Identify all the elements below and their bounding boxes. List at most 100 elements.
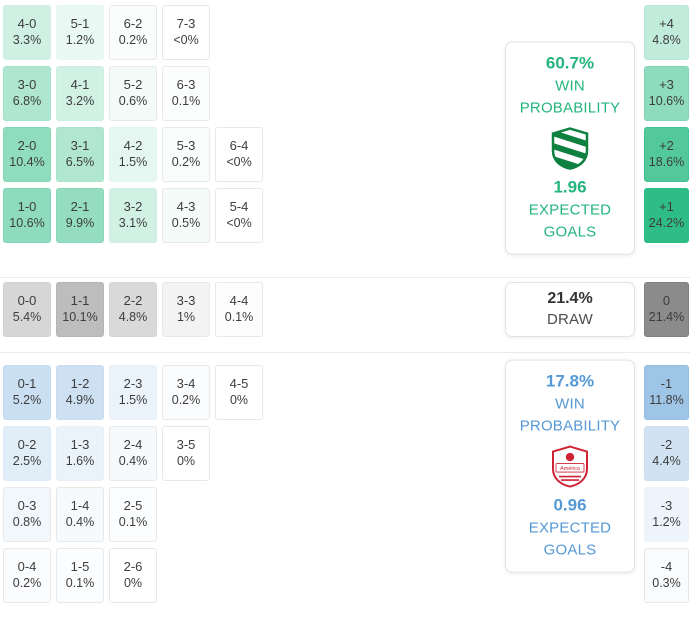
home-team-logo	[550, 127, 590, 171]
away-win-section: 0-1 5.2% 1-2 4.9% 2-3 1.5% 3-4 0.2% 4-5 0% 0-2 2.5%…	[0, 352, 690, 603]
goal-margin-label: +1	[659, 199, 674, 215]
home-score-cell: 5-4 <0%	[215, 188, 263, 243]
score-label: 2-2	[123, 293, 143, 309]
score-label: 1-0	[17, 199, 37, 215]
draw-score-grid: 0-0 5.4% 1-1 10.1% 2-2 4.8% 3-3 1% 4-4 0.1%	[0, 282, 265, 337]
home-score-cell: 6-4 <0%	[215, 127, 263, 182]
score-label: 1-5	[70, 559, 90, 575]
home-score-row: 3-0 6.8% 4-1 3.2% 5-2 0.6% 6-3 0.1%	[3, 66, 265, 121]
probability-label: 24.2%	[648, 216, 685, 231]
away-score-cell: 2-4 0.4%	[109, 426, 157, 481]
score-label: 2-5	[123, 498, 143, 514]
away-margin-cell: -3 1.2%	[644, 487, 689, 542]
away-margin-column: -1 11.8% -2 4.4% -3 1.2% -4 0.3%	[644, 365, 689, 603]
probability-label: 0.4%	[65, 515, 95, 530]
probability-label: 0.2%	[171, 155, 201, 170]
score-label: 6-3	[176, 77, 196, 93]
home-margin-cell: +4 4.8%	[644, 5, 689, 60]
away-score-cell: 4-5 0%	[215, 365, 263, 420]
draw-score-row: 0-0 5.4% 1-1 10.1% 2-2 4.8% 3-3 1% 4-4 0.1%	[3, 282, 265, 337]
draw-score-cell: 0-0 5.4%	[3, 282, 51, 337]
away-score-cell: 0-2 2.5%	[3, 426, 51, 481]
probability-label: 4.9%	[65, 393, 95, 408]
probability-label: 0.2%	[12, 576, 42, 591]
probability-label: 6.5%	[65, 155, 95, 170]
probability-label: 0.2%	[118, 33, 148, 48]
draw-score-cell: 1-1 10.1%	[56, 282, 104, 337]
score-label: 4-4	[229, 293, 249, 309]
home-margin-cell: +1 24.2%	[644, 188, 689, 243]
draw-score-cell: 2-2 4.8%	[109, 282, 157, 337]
probability-label: 0.6%	[118, 94, 148, 109]
away-win-caption-line1: WIN	[555, 395, 585, 413]
score-label: 4-5	[229, 376, 249, 392]
probability-label: 4.4%	[652, 454, 681, 469]
score-label: 7-3	[176, 16, 196, 32]
away-win-caption-line2: PROBABILITY	[519, 417, 621, 435]
score-label: 5-3	[176, 138, 196, 154]
score-label: 1-4	[70, 498, 90, 514]
score-label: 3-1	[70, 138, 90, 154]
home-xg-caption-line2: GOALS	[543, 223, 597, 241]
probability-label: 3.3%	[12, 33, 42, 48]
score-label: 3-3	[176, 293, 196, 309]
probability-label: 0.1%	[65, 576, 95, 591]
score-label: 2-3	[123, 376, 143, 392]
score-label: 3-2	[123, 199, 143, 215]
home-margin-column: +4 4.8% +3 10.6% +2 18.6% +1 24.2%	[644, 5, 689, 243]
away-score-cell: 3-5 0%	[162, 426, 210, 481]
away-expected-goals-value: 0.96	[553, 496, 587, 515]
score-label: 4-0	[17, 16, 37, 32]
away-score-cell: 0-4 0.2%	[3, 548, 51, 603]
probability-label: 6.8%	[12, 94, 42, 109]
score-label: 0-2	[17, 437, 37, 453]
home-score-cell: 5-2 0.6%	[109, 66, 157, 121]
home-score-cell: 3-1 6.5%	[56, 127, 104, 182]
away-team-name-label: América	[560, 466, 580, 472]
probability-label: 0.4%	[118, 454, 148, 469]
probability-label: 0.2%	[171, 393, 201, 408]
home-score-grid: 4-0 3.3% 5-1 1.2% 6-2 0.2% 7-3 <0% 3-0 6.8% 4-1 3.2…	[0, 5, 265, 243]
score-label: 2-6	[123, 559, 143, 575]
away-score-cell: 1-3 1.6%	[56, 426, 104, 481]
score-label: 3-4	[176, 376, 196, 392]
score-label: 0-1	[17, 376, 37, 392]
home-score-row: 2-0 10.4% 3-1 6.5% 4-2 1.5% 5-3 0.2% 6-4 <0%	[3, 127, 265, 182]
home-win-section: 4-0 3.3% 5-1 1.2% 6-2 0.2% 7-3 <0% 3-0 6.8% 4-1 3.2…	[0, 0, 690, 255]
home-score-cell: 5-1 1.2%	[56, 5, 104, 60]
probability-label: 10.6%	[9, 216, 45, 231]
score-label: 6-4	[229, 138, 249, 154]
score-label: 4-3	[176, 199, 196, 215]
away-score-cell: 0-3 0.8%	[3, 487, 51, 542]
goal-margin-label: +3	[659, 77, 674, 93]
score-label: 2-1	[70, 199, 90, 215]
probability-label: 2.5%	[12, 454, 42, 469]
probability-label: <0%	[226, 216, 252, 231]
probability-label: 1.5%	[118, 155, 148, 170]
score-label: 0-0	[17, 293, 37, 309]
score-label: 5-1	[70, 16, 90, 32]
draw-panel: 21.4% DRAW	[505, 282, 635, 337]
draw-probability-value: 21.4%	[547, 289, 593, 307]
score-label: 1-3	[70, 437, 90, 453]
probability-label: 0.5%	[171, 216, 201, 231]
away-score-grid: 0-1 5.2% 1-2 4.9% 2-3 1.5% 3-4 0.2% 4-5 0% 0-2 2.5%…	[0, 365, 265, 603]
score-label: 6-2	[123, 16, 143, 32]
score-label: 2-0	[17, 138, 37, 154]
home-score-cell: 5-3 0.2%	[162, 127, 210, 182]
away-score-row: 0-2 2.5% 1-3 1.6% 2-4 0.4% 3-5 0%	[3, 426, 265, 481]
home-expected-goals-value: 1.96	[553, 178, 587, 197]
goal-margin-label: -4	[660, 559, 673, 575]
away-win-probability-value: 17.8%	[545, 371, 595, 391]
away-score-cell: 1-4 0.4%	[56, 487, 104, 542]
score-label: 5-4	[229, 199, 249, 215]
goal-margin-label: -1	[660, 376, 673, 392]
score-label: 2-4	[123, 437, 143, 453]
probability-label: 1.5%	[118, 393, 148, 408]
score-label: 1-2	[70, 376, 90, 392]
home-xg-caption-line1: EXPECTED	[528, 201, 612, 219]
score-label: 1-1	[70, 293, 90, 309]
probability-label: 0.8%	[12, 515, 42, 530]
home-score-cell: 2-0 10.4%	[3, 127, 51, 182]
